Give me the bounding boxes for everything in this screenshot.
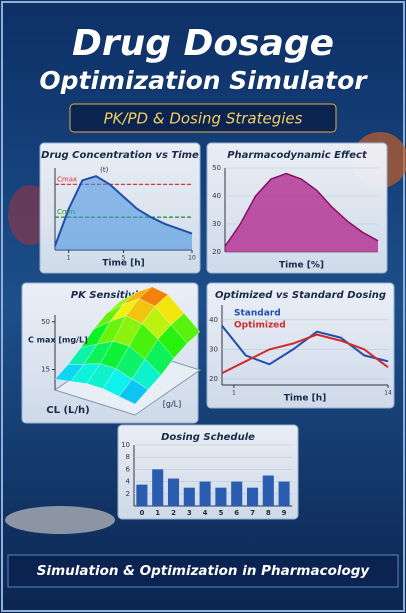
x-tick-label: 2 <box>171 509 176 517</box>
surface-cell <box>118 378 149 405</box>
x-tick-label: 1 <box>232 390 236 397</box>
chart-title: PK Sensitivity <box>71 290 150 301</box>
line <box>54 175 193 247</box>
bar <box>167 478 180 506</box>
y-tick-label: 30 <box>209 345 218 353</box>
legend-entry: Optimized <box>234 321 286 331</box>
x-tick-label: 14 <box>384 390 392 397</box>
panel <box>206 282 395 409</box>
footer-banner <box>7 554 399 588</box>
bar <box>199 481 211 506</box>
x-tick-label: 7 <box>250 509 255 517</box>
title-line1: Drug Dosage <box>72 23 334 64</box>
area <box>225 173 378 252</box>
bar <box>136 484 148 506</box>
x-axis-label: Time [h] <box>284 394 326 404</box>
y-tick-label: 20 <box>209 375 218 383</box>
annotation: (t) <box>100 166 108 174</box>
x-axis-label: Time [h] <box>102 259 144 269</box>
x-tick-label: 3 <box>187 509 192 517</box>
y-tick-label: 50 <box>212 164 221 172</box>
x-tick-label: 5 <box>122 255 126 262</box>
bar <box>152 469 164 506</box>
bar <box>183 487 195 506</box>
subtitle-banner <box>69 103 337 133</box>
line <box>221 333 389 374</box>
x-tick-label: 9 <box>282 509 287 517</box>
x-tick-label: 10 <box>188 255 196 262</box>
x-tick-label: 4 <box>203 509 208 517</box>
y-tick-label: 6 <box>126 465 131 473</box>
x-tick-label: 5 <box>218 509 223 517</box>
subtitle: PK/PD & Dosing Strategies <box>104 110 303 128</box>
bar <box>262 475 274 506</box>
area <box>55 176 192 250</box>
pills <box>5 506 115 534</box>
reference-label: Cmin <box>57 208 75 216</box>
x-tick-label: 8 <box>266 509 271 517</box>
y-tick-label: 4 <box>126 478 131 486</box>
chart-title: Pharmacodynamic Effect <box>227 150 368 161</box>
z-tick-label: 15 <box>41 366 50 374</box>
x-tick-label: 6 <box>234 509 239 517</box>
bar <box>231 481 243 506</box>
y-tick-label: 2 <box>126 490 130 498</box>
reference-label: Cmax <box>57 175 77 183</box>
y-axis-label: [g/L] <box>163 400 181 409</box>
x-tick-label: 1 <box>67 255 71 262</box>
x-tick-label: 1 <box>155 509 160 517</box>
title-line2: Optimization Simulator <box>39 66 368 95</box>
footer: Simulation & Optimization in Pharmacolog… <box>37 563 371 579</box>
legend-entry: Standard <box>234 309 281 319</box>
bar <box>215 487 227 506</box>
y-tick-label: 8 <box>126 453 130 461</box>
x-axis-label: Time [%] <box>279 261 324 271</box>
chart-title: Dosing Schedule <box>161 432 255 443</box>
y-tick-label: 40 <box>212 192 221 200</box>
chart-title: Optimized vs Standard Dosing <box>215 290 386 301</box>
z-axis-label: C max [mg/L] <box>28 336 88 345</box>
bar <box>246 487 259 506</box>
z-tick-label: 50 <box>41 318 50 326</box>
line <box>221 325 389 366</box>
y-tick-label: 10 <box>121 441 130 449</box>
line <box>224 172 379 247</box>
bar <box>278 481 290 506</box>
x-tick-label: 0 <box>139 509 144 517</box>
y-tick-label: 30 <box>212 220 221 228</box>
y-tick-label: 20 <box>212 248 221 256</box>
y-tick-label: 40 <box>209 316 218 324</box>
x-axis-label: CL (L/h) <box>46 405 89 416</box>
chart-title: Drug Concentration vs Time <box>41 150 199 161</box>
